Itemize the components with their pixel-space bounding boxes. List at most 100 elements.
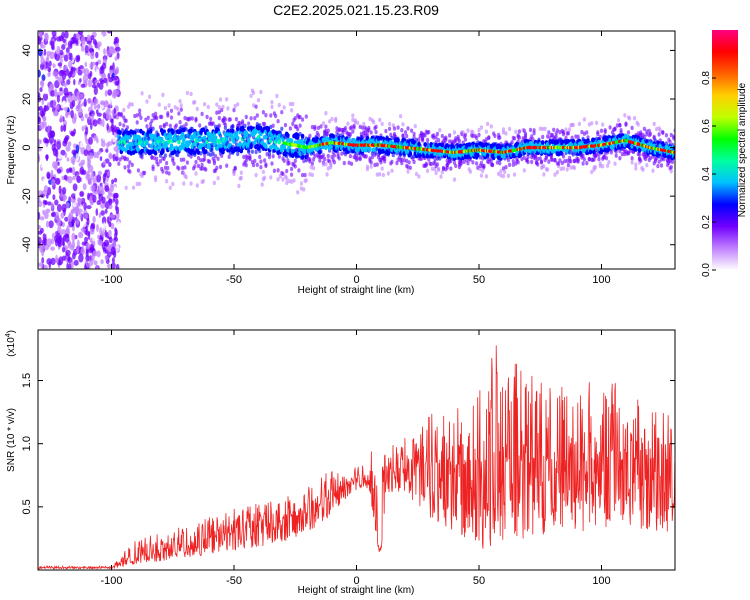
heatmap-halo-cell [466, 161, 470, 166]
heatmap-halo-cell [407, 160, 411, 165]
heatmap-halo-cell [652, 121, 656, 127]
heatmap-halo-cell [325, 172, 329, 177]
heatmap-halo-cell [290, 179, 294, 184]
heatmap-noise-cell [67, 214, 73, 222]
heatmap-halo-cell [232, 171, 236, 177]
heatmap-halo-cell [326, 128, 330, 133]
heatmap-halo-cell [310, 172, 314, 178]
heatmap-band-cell [286, 133, 290, 138]
heatmap-noise-cell [75, 55, 80, 63]
heatmap-noise-cell [116, 221, 121, 229]
heatmap-noise-cell [52, 99, 56, 108]
heatmap-halo-cell [572, 158, 577, 164]
heatmap-noise-cell [44, 211, 49, 220]
heatmap-halo-cell [330, 116, 334, 122]
heatmap-halo-cell [316, 125, 321, 131]
heatmap-noise-cell [90, 99, 93, 109]
heatmap-halo-cell [430, 166, 434, 171]
heatmap-halo-cell [479, 125, 483, 130]
heatmap-noise-cell [72, 183, 78, 192]
heatmap-halo-cell [493, 133, 497, 139]
heatmap-halo-cell [238, 121, 242, 126]
heatmap-halo-cell [151, 166, 155, 172]
heatmap-halo-cell [606, 163, 610, 168]
heatmap-halo-cell [220, 87, 224, 92]
heatmap-halo-cell [637, 152, 642, 157]
heatmap-halo-cell [254, 104, 258, 109]
heatmap-halo-cell [172, 128, 176, 134]
colorbar: 0.0 0.2 0.4 0.6 0.8 Normalized spectral ampl… [701, 30, 748, 277]
heatmap-halo-cell [326, 153, 330, 159]
heatmap-noise-cell [47, 66, 52, 73]
heatmap-noise-cell [79, 78, 82, 83]
heatmap-halo-cell [215, 110, 219, 115]
heatmap-halo-cell [253, 158, 257, 164]
heatmap-halo-cell [293, 164, 297, 169]
colorbar-tick-label: 0.6 [701, 119, 712, 133]
heatmap-halo-cell [120, 155, 125, 160]
heatmap-band-cell [145, 140, 149, 146]
heatmap-halo-cell [179, 107, 183, 112]
heatmap-band-cell [262, 134, 267, 140]
heatmap-halo-cell [463, 137, 468, 142]
heatmap-halo-cell [595, 152, 599, 158]
heatmap-halo-cell [310, 124, 314, 130]
heatmap-halo-cell [526, 154, 530, 160]
heatmap-halo-cell [547, 159, 551, 164]
heatmap-noise-cell [64, 216, 69, 222]
x-tick-label: 100 [592, 575, 610, 587]
heatmap-halo-cell [217, 115, 221, 121]
heatmap-noise-cell [57, 76, 63, 84]
heatmap-halo-cell [304, 178, 308, 183]
heatmap-noise-cell [109, 185, 114, 193]
heatmap-halo-cell [313, 154, 317, 159]
heatmap-halo-cell [138, 108, 142, 113]
heatmap-halo-cell [558, 130, 562, 135]
heatmap-halo-cell [280, 126, 284, 131]
heatmap-halo-cell [302, 187, 306, 192]
heatmap-halo-cell [383, 156, 387, 162]
heatmap-halo-cell [669, 132, 673, 138]
heatmap-halo-cell [178, 120, 182, 125]
heatmap-halo-cell [412, 131, 416, 137]
heatmap-noise-cell [74, 96, 78, 102]
heatmap-halo-cell [568, 127, 572, 132]
heatmap-halo-cell [448, 133, 452, 138]
heatmap-noise-cell [55, 177, 61, 185]
heatmap-halo-cell [417, 137, 421, 142]
heatmap-halo-cell [400, 128, 404, 133]
heatmap-halo-cell [259, 165, 263, 170]
heatmap-halo-cell [259, 89, 263, 95]
heatmap-halo-cell [263, 158, 267, 163]
heatmap-noise-cell [95, 151, 100, 159]
heatmap-halo-cell [479, 173, 483, 178]
heatmap-halo-cell [658, 128, 662, 133]
heatmap-noise-cell [39, 216, 45, 221]
heatmap-noise-cell [113, 251, 117, 258]
heatmap-halo-cell [517, 129, 522, 134]
heatmap-noise-cell [62, 197, 66, 202]
heatmap-halo-cell [655, 126, 659, 132]
heatmap-noise-cell [81, 169, 87, 175]
heatmap-halo-cell [285, 154, 289, 159]
heatmap-halo-cell [406, 165, 410, 170]
heatmap-halo-cell [516, 139, 520, 144]
heatmap-halo-cell [280, 110, 284, 115]
heatmap-halo-cell [178, 99, 182, 104]
heatmap-noise-cell [102, 160, 107, 166]
heatmap-halo-cell [188, 116, 192, 121]
heatmap-halo-cell [122, 123, 126, 128]
heatmap-halo-cell [177, 111, 181, 116]
heatmap-halo-cell [392, 126, 397, 131]
heatmap-halo-cell [147, 94, 152, 100]
heatmap-halo-cell [209, 152, 213, 157]
heatmap-halo-cell [185, 90, 189, 96]
heatmap-halo-cell [337, 156, 341, 161]
heatmap-halo-cell [154, 177, 158, 183]
heatmap-halo-cell [639, 130, 643, 135]
heatmap-noise-cell [103, 48, 106, 55]
heatmap-noise-cell [85, 260, 89, 268]
heatmap-noise-cell [114, 227, 117, 233]
heatmap-halo-cell [312, 166, 316, 171]
